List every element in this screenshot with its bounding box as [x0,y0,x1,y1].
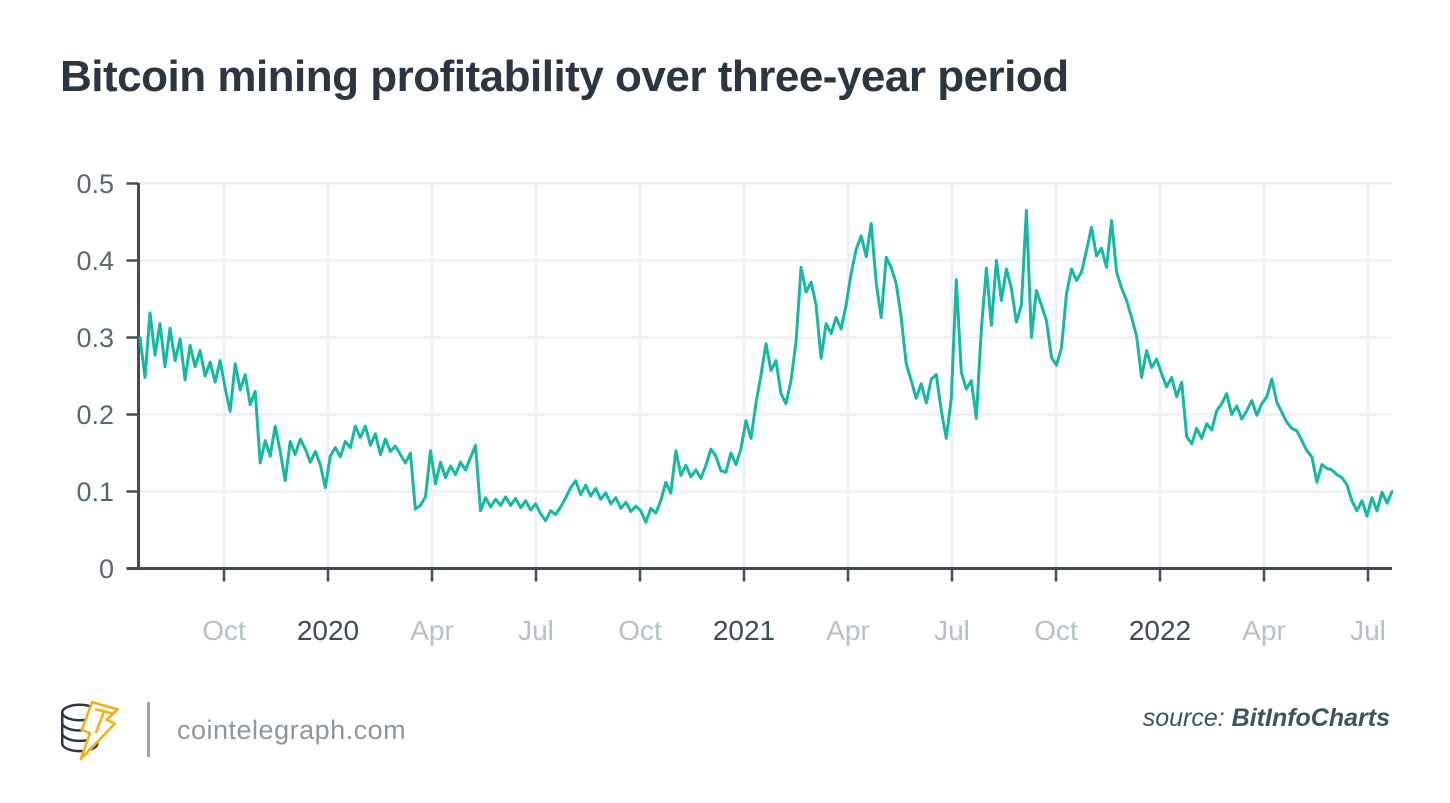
x-tick-label: 2022 [1129,615,1191,646]
y-tick-label: 0.2 [76,400,114,430]
cointelegraph-logo [55,696,121,762]
coin-stack-bolt-icon [60,700,120,761]
grid-layer [138,182,1392,569]
x-tick-label: Oct [618,615,662,646]
y-tick-label: 0.3 [76,323,114,353]
source-name: BitInfoCharts [1231,704,1390,732]
y-tick-label: 0.5 [76,169,114,199]
x-tick-label: Oct [1034,615,1078,646]
x-tick-label: Oct [202,615,246,646]
page-title: Bitcoin mining profitability over three-… [60,52,1069,101]
x-tick-label: 2020 [297,615,359,646]
x-tick-label: 2021 [713,615,775,646]
axis-layer [126,182,1392,582]
x-tick-label: Apr [410,615,454,646]
source-credit: source: BitInfoCharts [1143,704,1390,733]
y-tick-label: 0.4 [76,246,114,276]
site-label: cointelegraph.com [177,715,407,745]
x-tick-label: Jul [1350,615,1386,646]
series-layer [138,208,1394,524]
x-tick-label: Apr [826,615,870,646]
profitability-line [138,208,1394,524]
footer: cointelegraph.com source: BitInfoCharts [0,690,1450,770]
y-tick-label: 0.1 [76,477,114,507]
source-label: source: [1142,704,1232,732]
axis-label-layer: Oct 2020 Apr Jul Oct 2021 Apr Jul Oct 2022 Apr Jul 0… [76,169,1385,646]
x-tick-label: Jul [518,615,554,646]
x-tick-label: Apr [1242,615,1286,646]
y-tick-label: 0 [99,554,114,584]
x-tick-label: Jul [934,615,970,646]
footer-divider [147,702,150,757]
